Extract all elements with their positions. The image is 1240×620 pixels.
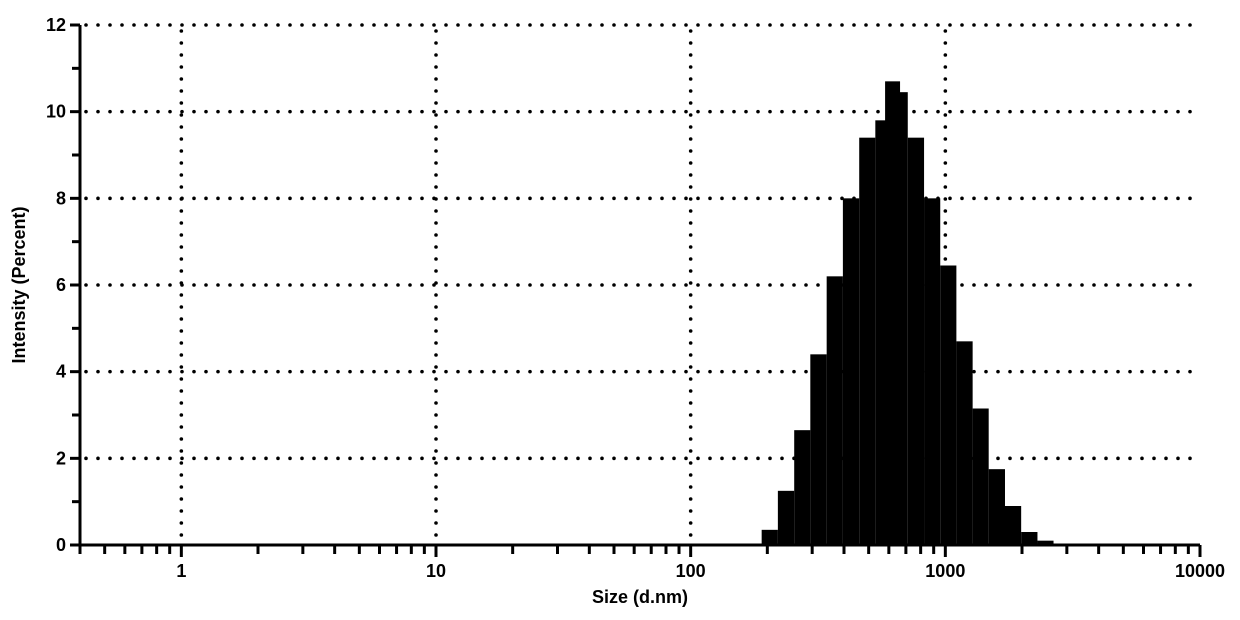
- histogram-bar: [989, 469, 1005, 545]
- histogram-bar: [843, 198, 859, 545]
- histogram-bar: [1021, 532, 1037, 545]
- histogram-bar: [973, 409, 989, 546]
- histogram-bar: [940, 266, 956, 546]
- y-tick-label: 6: [56, 275, 66, 295]
- y-tick-label: 2: [56, 448, 66, 468]
- histogram-bar: [908, 138, 924, 545]
- histogram-bar: [859, 138, 875, 545]
- histogram-bar: [794, 430, 810, 545]
- x-axis-label: Size (d.nm): [592, 587, 688, 607]
- size-distribution-chart: 0 2 4 6 8 10 12 1 10 100 1000 10000 Size (d.nm) Inten…: [0, 0, 1240, 620]
- histogram-bar: [810, 354, 826, 545]
- y-tick-label: 10: [46, 102, 66, 122]
- histogram-bar: [1005, 506, 1021, 545]
- x-tick-label: 100: [676, 561, 706, 581]
- histogram-bar: [827, 276, 843, 545]
- y-axis-label: Intensity (Percent): [9, 206, 29, 363]
- x-tick-label: 10000: [1175, 561, 1225, 581]
- histogram-bar: [956, 341, 972, 545]
- y-tick-label: 8: [56, 188, 66, 208]
- y-tick-label: 0: [56, 535, 66, 555]
- x-tick-label: 1000: [925, 561, 965, 581]
- chart-svg: 0 2 4 6 8 10 12 1 10 100 1000 10000 Size (d.nm) Inten…: [0, 0, 1240, 620]
- x-tick-label: 1: [176, 561, 186, 581]
- x-tick-label: 10: [426, 561, 446, 581]
- histogram-bar: [892, 92, 908, 545]
- histogram-bar: [762, 530, 778, 545]
- histogram-bar: [924, 198, 940, 545]
- histogram-bar: [778, 491, 794, 545]
- y-tick-label: 4: [56, 362, 66, 382]
- y-tick-label: 12: [46, 15, 66, 35]
